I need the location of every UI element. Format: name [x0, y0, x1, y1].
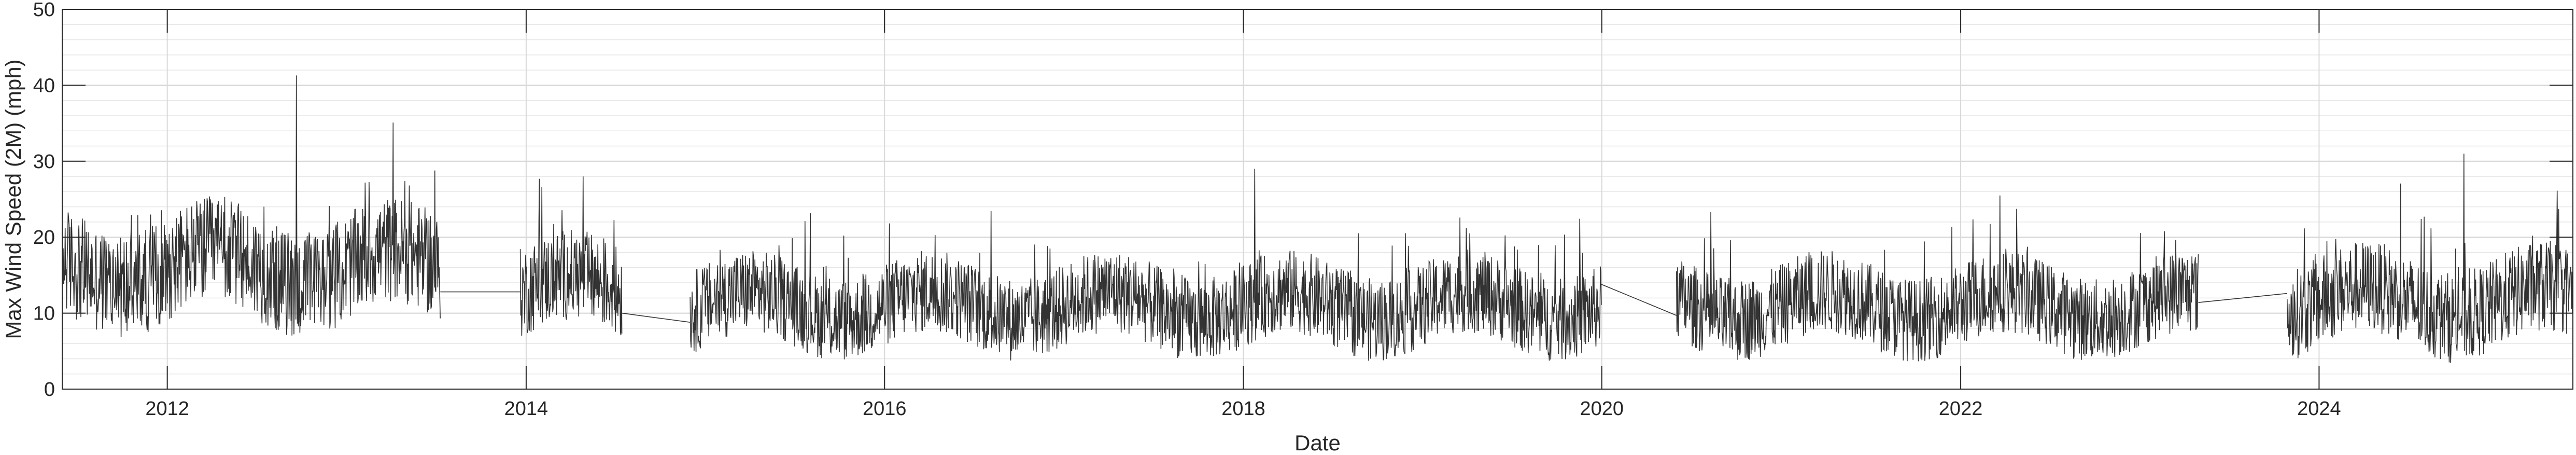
- x-tick-label: 2016: [863, 398, 907, 420]
- gap-connector-line: [2198, 293, 2287, 303]
- tick-labels: 0 10 20 30 40 50 2012 2014 2016 2018 2020 2022 2024: [33, 0, 2341, 420]
- y-tick-label: 40: [33, 75, 55, 96]
- x-tick-label: 2012: [145, 398, 189, 420]
- gap-connector-line: [1601, 284, 1677, 316]
- series-line-segment: [2286, 154, 2573, 363]
- y-tick-label: 0: [44, 379, 55, 401]
- x-tick-label: 2018: [1221, 398, 1265, 420]
- plot-frame: [62, 9, 2573, 390]
- series-line-segment: [689, 169, 1602, 361]
- major-grid: [62, 9, 2573, 389]
- x-tick-label: 2024: [2297, 398, 2341, 420]
- y-tick-label: 20: [33, 227, 55, 249]
- gap-connector-line: [622, 312, 691, 323]
- series-line-segment: [62, 75, 441, 338]
- x-tick-label: 2020: [1580, 398, 1624, 420]
- x-tick-label: 2014: [504, 398, 548, 420]
- y-tick-label: 30: [33, 151, 55, 173]
- x-axis-label: Date: [1294, 431, 1341, 455]
- series-line-group: [62, 75, 2573, 363]
- x-tick-label: 2022: [1939, 398, 1983, 420]
- minor-grid: [62, 24, 2573, 375]
- series-line-segment: [519, 176, 623, 336]
- series-line-segment: [1676, 195, 2199, 362]
- y-tick-label: 50: [33, 0, 55, 21]
- axis-ticks: [62, 9, 2573, 390]
- y-axis-label: Max Wind Speed (2M) (mph): [1, 59, 25, 339]
- y-tick-label: 10: [33, 303, 55, 325]
